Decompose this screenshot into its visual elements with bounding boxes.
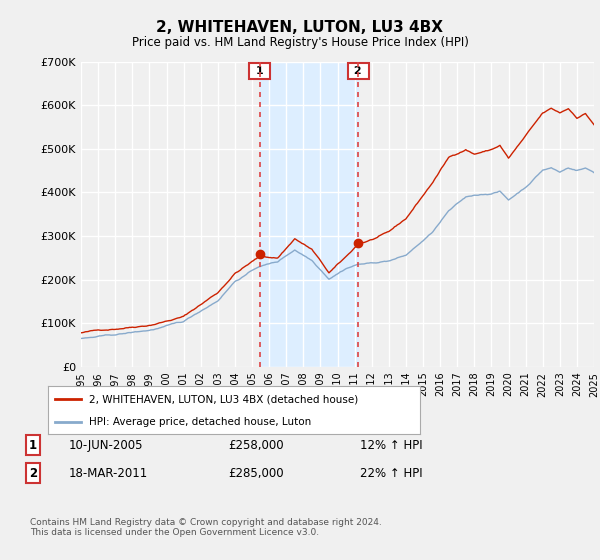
Text: 10-JUN-2005: 10-JUN-2005 (69, 438, 143, 452)
Bar (260, 62, 358, 367)
Text: £285,000: £285,000 (228, 466, 284, 480)
Text: £258,000: £258,000 (228, 438, 284, 452)
Text: 2: 2 (29, 466, 37, 480)
Text: 22% ↑ HPI: 22% ↑ HPI (360, 466, 422, 480)
Text: 1: 1 (252, 66, 267, 76)
Text: Price paid vs. HM Land Registry's House Price Index (HPI): Price paid vs. HM Land Registry's House … (131, 36, 469, 49)
Text: 2, WHITEHAVEN, LUTON, LU3 4BX: 2, WHITEHAVEN, LUTON, LU3 4BX (157, 20, 443, 35)
Text: 12% ↑ HPI: 12% ↑ HPI (360, 438, 422, 452)
Text: 18-MAR-2011: 18-MAR-2011 (69, 466, 148, 480)
Text: Contains HM Land Registry data © Crown copyright and database right 2024.
This d: Contains HM Land Registry data © Crown c… (30, 518, 382, 538)
Text: 2: 2 (350, 66, 366, 76)
Text: 1: 1 (29, 438, 37, 452)
Text: HPI: Average price, detached house, Luton: HPI: Average price, detached house, Luto… (89, 417, 311, 427)
Text: 2, WHITEHAVEN, LUTON, LU3 4BX (detached house): 2, WHITEHAVEN, LUTON, LU3 4BX (detached … (89, 394, 358, 404)
